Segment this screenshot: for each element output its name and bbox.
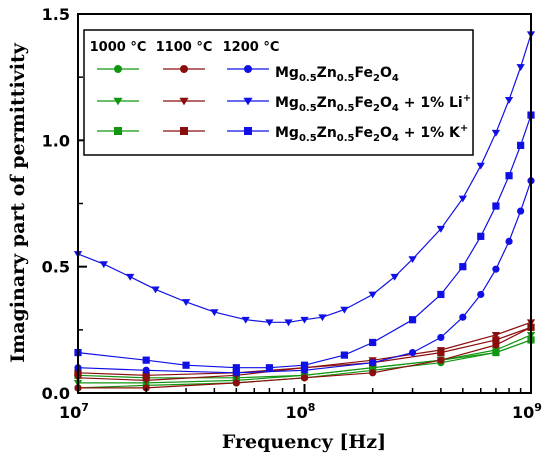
series-1200-circle: [74, 177, 535, 377]
data-point: [408, 348, 417, 357]
data-point: [318, 314, 327, 322]
data-point: [241, 316, 250, 324]
x-axis-title: Frequency [Hz]: [222, 431, 386, 453]
data-point: [436, 225, 446, 233]
series-line: [77, 339, 532, 379]
data-point: [369, 359, 377, 367]
data-point: [408, 316, 417, 324]
x-tick-label-1: 108: [286, 401, 316, 422]
data-point: [492, 202, 500, 210]
data-point: [368, 291, 377, 299]
data-point: [505, 172, 513, 180]
data-point: [232, 364, 240, 372]
data-point: [182, 361, 190, 369]
data-point: [517, 141, 525, 149]
series-line: [77, 321, 532, 382]
legend-marker-1100-square: [180, 127, 188, 135]
data-point: [491, 129, 501, 137]
data-point: [142, 377, 151, 385]
data-point: [340, 351, 348, 359]
legend-marker-1100-circle: [180, 65, 188, 73]
data-point: [142, 371, 150, 379]
legend-marker-1000-triangle-down: [113, 97, 123, 106]
series-1200-triangle-down: [73, 31, 536, 327]
data-point: [300, 374, 309, 382]
legend-label-li: Mg0.5Zn0.5Fe2O4 + 1% Li+: [275, 93, 471, 114]
data-point: [369, 338, 377, 347]
y-axis-title: Imaginary part of permittivity: [7, 42, 29, 363]
y-axis: 0.0 0.5 1.0 1.5: [42, 5, 87, 403]
data-point: [492, 336, 500, 344]
data-point: [340, 306, 349, 314]
data-point: [369, 364, 377, 372]
data-point: [459, 263, 467, 271]
data-point: [99, 261, 108, 269]
data-point: [476, 162, 485, 170]
series-line: [77, 114, 532, 369]
data-point: [477, 232, 485, 240]
data-point: [459, 313, 467, 321]
legend-header-1200: 1200 °C: [223, 40, 280, 55]
data-point: [458, 195, 467, 203]
data-point: [300, 361, 309, 369]
data-point: [151, 286, 160, 294]
data-point: [437, 348, 445, 357]
x-tick-label-0: 107: [59, 401, 89, 422]
data-point: [408, 256, 417, 264]
data-point: [437, 333, 445, 342]
data-point: [437, 290, 445, 299]
x-tick-label-2: 109: [512, 401, 542, 422]
data-point: [491, 332, 501, 339]
legend-marker-1200-square: [244, 127, 252, 135]
y-tick-label-2: 1.0: [42, 131, 70, 150]
data-point: [181, 299, 191, 306]
legend-marker-1100-triangle-down: [179, 97, 189, 106]
series-1200-square: [74, 111, 535, 372]
data-point: [265, 364, 274, 372]
legend-header-1100: 1100 °C: [156, 40, 213, 55]
data-point: [516, 64, 525, 72]
series-line: [77, 326, 532, 376]
data-point: [126, 273, 135, 281]
y-tick-label-3: 1.5: [42, 5, 70, 24]
legend-header-1000: 1000 °C: [90, 40, 147, 55]
legend-rows: [97, 65, 269, 135]
legend-label-k: Mg0.5Zn0.5Fe2O4 + 1% K+: [275, 123, 468, 144]
legend-marker-1200-triangle-down: [243, 97, 253, 106]
data-point: [142, 366, 150, 374]
data-point: [477, 290, 485, 299]
legend-box: [83, 29, 474, 156]
series-line: [78, 326, 532, 389]
y-tick-label-0: 0.0: [42, 384, 70, 403]
data-point: [142, 356, 150, 364]
data-point: [369, 369, 377, 377]
data-point: [390, 273, 399, 281]
legend-label-pure: Mg0.5Zn0.5Fe2O4: [275, 65, 399, 84]
data-point: [210, 309, 219, 317]
legend-marker-1000-circle: [114, 65, 122, 73]
data-point: [492, 348, 500, 357]
y-tick-label-1: 0.5: [42, 258, 70, 277]
data-point: [492, 265, 500, 273]
data-point: [232, 379, 240, 387]
data-point: [300, 316, 309, 324]
legend-marker-1200-circle: [244, 65, 252, 73]
legend-marker-1000-square: [114, 127, 122, 135]
data-point: [505, 237, 513, 245]
data-point: [265, 319, 274, 327]
data-point: [517, 207, 525, 215]
data-point: [504, 97, 514, 104]
data-point: [284, 319, 293, 327]
legend: 1000 °C 1100 °C 1200 °C Mg0.5Zn0.5Fe2O4 …: [83, 29, 474, 156]
data-point: [437, 356, 445, 364]
x-axis: 107 108 109: [59, 384, 542, 422]
data-point: [142, 384, 150, 392]
series-line: [77, 34, 532, 323]
